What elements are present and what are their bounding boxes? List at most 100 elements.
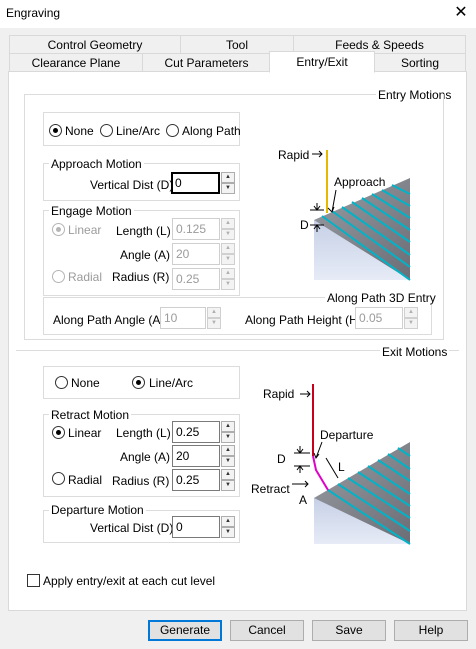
engage-motion-box (43, 210, 240, 296)
departure-arrow-icon (313, 441, 323, 460)
spin-up-icon[interactable]: ▲ (221, 516, 235, 527)
spin-down-icon[interactable]: ▼ (404, 318, 418, 329)
retract-angle-spinner[interactable]: ▲ ▼ (221, 445, 235, 467)
retract-arrow-icon (292, 480, 309, 488)
spin-up-icon[interactable]: ▲ (221, 268, 235, 279)
exit-motions-title: Exit Motions (380, 345, 450, 359)
exit-diagram-d: D (277, 452, 286, 466)
rapid-arrow-icon (300, 390, 311, 398)
entry-alongpath-radio[interactable] (166, 124, 179, 137)
retract-linear-radio[interactable] (52, 426, 65, 439)
approach-vertical-dist-label: Vertical Dist (D): (90, 178, 177, 192)
along-path-height-input[interactable]: 0.05 (355, 307, 403, 329)
entry-diagram-approach: Approach (334, 175, 386, 189)
tab-sorting[interactable]: Sorting (374, 53, 466, 72)
entry-section-line (24, 94, 444, 95)
spin-up-icon[interactable]: ▲ (221, 172, 235, 183)
retract-radial-radio[interactable] (52, 472, 65, 485)
retract-length-label: Length (L) (116, 426, 171, 440)
spin-down-icon[interactable]: ▼ (207, 318, 221, 329)
spin-down-icon[interactable]: ▼ (221, 456, 235, 467)
departure-vertical-dist-input[interactable]: 0 (172, 516, 220, 538)
spin-up-icon[interactable]: ▲ (221, 445, 235, 456)
spin-up-icon[interactable]: ▲ (221, 218, 235, 229)
tab-cut-parameters[interactable]: Cut Parameters (142, 53, 271, 72)
cancel-button[interactable]: Cancel (230, 620, 304, 641)
exit-diagram-a: A (299, 493, 308, 507)
retract-linear-label: Linear (68, 426, 102, 440)
spin-up-icon[interactable]: ▲ (207, 307, 221, 318)
d-arrow-up-icon (313, 224, 321, 232)
retract-radius-spinner[interactable]: ▲ ▼ (221, 469, 235, 491)
exit-diagram-l: L (338, 460, 345, 474)
spin-down-icon[interactable]: ▼ (221, 432, 235, 443)
retract-angle-label: Angle (A) (120, 450, 171, 464)
engage-radius-label: Radius (R) (112, 270, 170, 284)
exit-diagram-departure: Departure (320, 428, 374, 442)
spin-down-icon[interactable]: ▼ (221, 183, 235, 194)
exit-none-radio[interactable] (55, 376, 68, 389)
engage-radius-spinner[interactable]: ▲ ▼ (221, 268, 235, 290)
tab-entry-exit[interactable]: Entry/Exit (269, 51, 375, 73)
approach-motion-title: Approach Motion (49, 157, 144, 171)
rapid-arrow-icon (312, 150, 323, 158)
retract-angle-input[interactable]: 20 (172, 445, 220, 467)
engage-angle-spinner[interactable]: ▲ ▼ (221, 243, 235, 265)
workpiece-side (314, 498, 410, 544)
engage-linear-label: Linear (68, 223, 102, 237)
close-icon[interactable]: ✕ (454, 4, 468, 21)
engage-length-input[interactable]: 0.125 (172, 218, 220, 240)
retract-line (312, 455, 329, 491)
along-path-angle-spinner[interactable]: ▲ ▼ (207, 307, 221, 329)
spin-down-icon[interactable]: ▼ (221, 229, 235, 240)
entry-diagram (310, 150, 411, 281)
retract-length-spinner[interactable]: ▲ ▼ (221, 421, 235, 443)
spin-down-icon[interactable]: ▼ (221, 254, 235, 265)
approach-vertical-dist-input[interactable]: 0 (171, 172, 220, 194)
along-path-height-spinner[interactable]: ▲ ▼ (404, 307, 418, 329)
retract-motion-box (43, 414, 240, 497)
approach-arrow-icon (327, 189, 337, 213)
along-path-angle-label: Along Path Angle (A) (53, 313, 165, 327)
entry-diagram-d: D (300, 218, 309, 232)
retract-length-input[interactable]: 0.25 (172, 421, 220, 443)
entry-options-box (43, 112, 240, 146)
retract-radius-input[interactable]: 0.25 (172, 469, 220, 491)
along-path-3d-title: Along Path 3D Entry (325, 291, 438, 305)
d-arrow-down-icon (313, 203, 321, 211)
help-button[interactable]: Help (394, 620, 468, 641)
spin-up-icon[interactable]: ▲ (404, 307, 418, 318)
engage-radial-radio[interactable] (52, 270, 65, 283)
exit-options-box (43, 366, 240, 399)
departure-vertical-dist-spinner[interactable]: ▲ ▼ (221, 516, 235, 538)
departure-motion-title: Departure Motion (49, 503, 146, 517)
along-path-angle-input[interactable]: 10 (160, 307, 206, 329)
exit-linearc-radio[interactable] (132, 376, 145, 389)
spin-down-icon[interactable]: ▼ (221, 279, 235, 290)
title-bar: Engraving ✕ (0, 0, 476, 28)
departure-vertical-dist-label: Vertical Dist (D): (90, 521, 177, 535)
approach-vertical-dist-spinner[interactable]: ▲ ▼ (221, 172, 235, 194)
spin-up-icon[interactable]: ▲ (221, 469, 235, 480)
entry-linearc-radio[interactable] (100, 124, 113, 137)
entry-none-radio[interactable] (49, 124, 62, 137)
save-button[interactable]: Save (312, 620, 386, 641)
generate-button[interactable]: Generate (148, 620, 222, 641)
retract-radial-label: Radial (68, 473, 103, 487)
retract-motion-title: Retract Motion (49, 408, 132, 422)
apply-each-level-checkbox[interactable] (27, 574, 40, 587)
l-dim-line (325, 457, 339, 479)
engage-angle-input[interactable]: 20 (172, 243, 220, 265)
engage-radius-input[interactable]: 0.25 (172, 268, 220, 290)
spin-up-icon[interactable]: ▲ (221, 243, 235, 254)
exit-none-label: None (71, 376, 100, 390)
engage-length-spinner[interactable]: ▲ ▼ (221, 218, 235, 240)
spin-down-icon[interactable]: ▼ (221, 527, 235, 538)
exit-diagram (292, 384, 411, 545)
spin-down-icon[interactable]: ▼ (221, 480, 235, 491)
spin-up-icon[interactable]: ▲ (221, 421, 235, 432)
engage-linear-radio[interactable] (52, 223, 65, 236)
entry-motions-title: Entry Motions (376, 88, 454, 102)
exit-diagram-retract: Retract (251, 482, 290, 496)
engage-motion-title: Engage Motion (49, 204, 134, 218)
